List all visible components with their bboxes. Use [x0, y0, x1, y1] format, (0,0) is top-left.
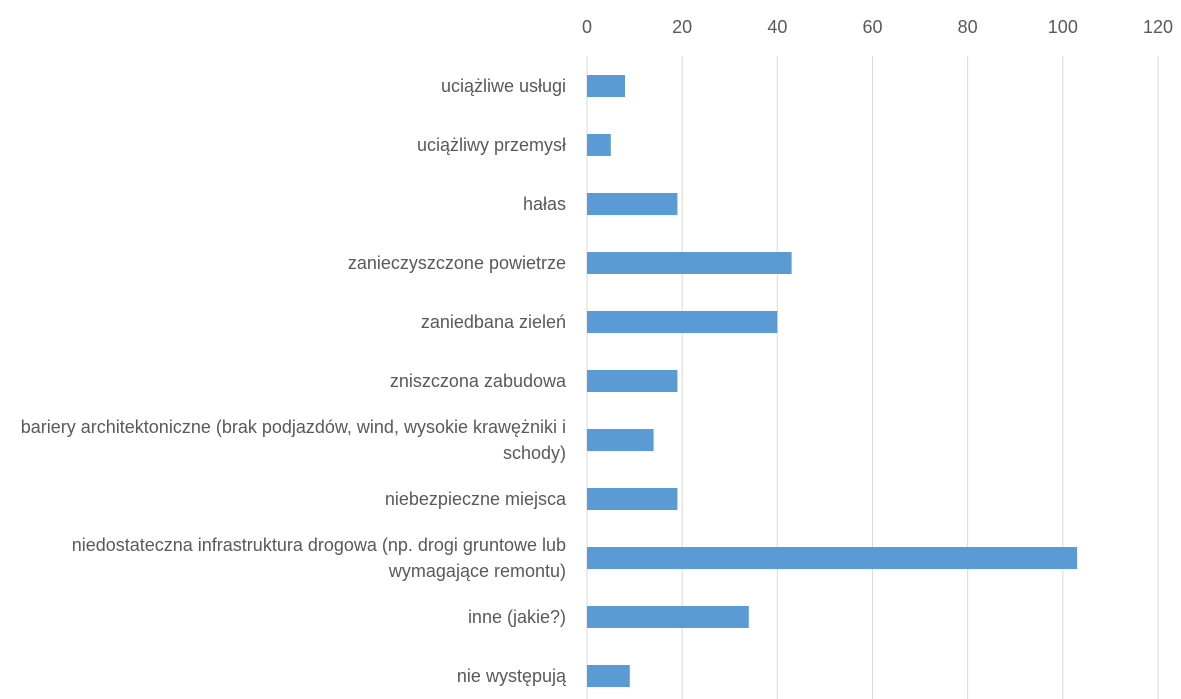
y-tick-label: inne (jakie?)	[467, 607, 566, 627]
x-tick-label: 0	[582, 17, 592, 37]
x-tick-label: 40	[767, 17, 787, 37]
y-tick-label: nie występują	[456, 666, 566, 686]
bar	[587, 370, 678, 392]
bar	[587, 75, 626, 97]
y-tick-label: zaniedbana zieleń	[420, 312, 566, 332]
bar	[587, 252, 792, 274]
y-tick-label: uciążliwe usługi	[440, 76, 566, 96]
bar	[587, 429, 654, 451]
x-tick-label: 120	[1143, 17, 1173, 37]
bar	[587, 547, 1078, 569]
x-tick-label: 80	[958, 17, 978, 37]
x-tick-label: 20	[672, 17, 692, 37]
bar	[587, 488, 678, 510]
y-tick-label: niedostateczna infrastruktura drogowa (n…	[71, 535, 566, 581]
bar	[587, 134, 611, 156]
x-tick-label: 60	[862, 17, 882, 37]
x-tick-label: 100	[1048, 17, 1078, 37]
y-tick-label: uciążliwy przemysł	[416, 135, 566, 155]
y-tick-label: zniszczona zabudowa	[389, 371, 566, 391]
y-tick-label: bariery architektoniczne (brak podjazdów…	[20, 417, 566, 463]
y-tick-label: zanieczyszczone powietrze	[347, 253, 566, 273]
bar	[587, 606, 749, 628]
y-tick-label: niebezpieczne miejsca	[384, 489, 566, 509]
y-tick-label: hałas	[522, 194, 566, 214]
bar	[587, 665, 630, 687]
bar	[587, 311, 778, 333]
bar	[587, 193, 678, 215]
